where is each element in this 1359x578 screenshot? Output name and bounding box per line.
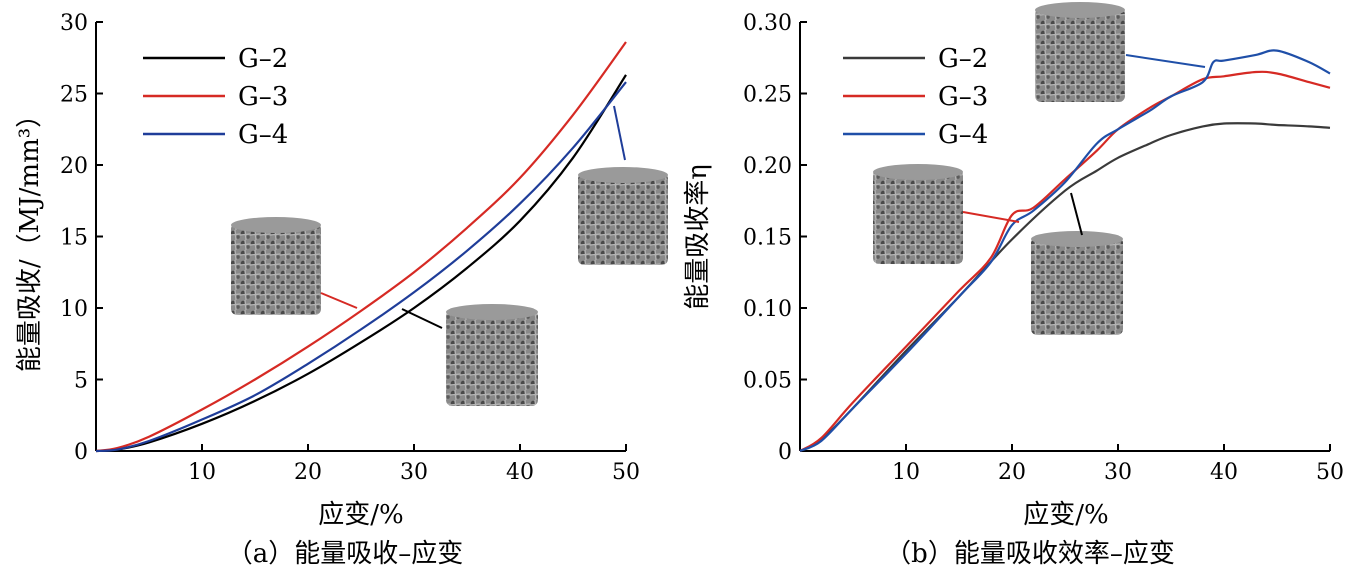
caption-a: （a）能量吸收–应变 <box>227 539 464 569</box>
y-tick-label: 0 <box>74 440 88 465</box>
specimen-image-g3-panel-b <box>873 164 963 264</box>
specimen-image-g4-panel-b <box>1035 2 1125 102</box>
caption-b: （b）能量吸收效率–应变 <box>885 539 1175 569</box>
y-tick-label: 15 <box>60 226 88 251</box>
series-line-G3 <box>799 70 1331 452</box>
series-group-b <box>799 49 1331 453</box>
legend-label: G–4 <box>238 120 288 150</box>
legend-label: G–3 <box>238 82 288 112</box>
x-tick-label: 50 <box>612 460 640 485</box>
legend-a: G–2 G–3 G–4 <box>143 44 288 150</box>
legend-label: G–4 <box>938 120 988 150</box>
x-tick-label: 30 <box>1104 460 1132 485</box>
y-tick-label: 5 <box>74 369 88 394</box>
axes-b: 10 20 30 40 50 0 0.05 0.10 0.15 0.20 0.25 0.30 <box>743 11 1344 485</box>
x-tick-label: 40 <box>1210 460 1238 485</box>
x-axis-label-b: 应变/% <box>1023 500 1108 530</box>
x-tick-label: 10 <box>188 460 216 485</box>
axes-a: 10 20 30 40 50 0 5 10 15 20 25 30 <box>60 11 640 485</box>
y-tick-label: 0.25 <box>743 83 792 108</box>
series-line-G4 <box>95 81 627 453</box>
y-tick-label: 25 <box>60 83 88 108</box>
series-group-a <box>95 41 627 453</box>
x-tick-label: 40 <box>506 460 534 485</box>
y-tick-label: 0 <box>778 440 792 465</box>
series-line-G2 <box>95 74 627 453</box>
y-tick-label: 0.20 <box>743 154 792 179</box>
callout-line-g4-b <box>1125 54 1206 68</box>
panel-a: 10 20 30 40 50 0 5 10 15 20 25 30 G–2 G–3 G–4 <box>60 11 668 485</box>
callout-line-g2-a <box>401 308 443 329</box>
x-tick-label: 10 <box>892 460 920 485</box>
y-axis-label-b: 能量吸收率η <box>683 164 713 310</box>
x-tick-label: 50 <box>1316 460 1344 485</box>
series-line-G2 <box>799 122 1331 452</box>
x-tick-label: 20 <box>998 460 1026 485</box>
legend-label: G–2 <box>238 44 288 74</box>
y-tick-label: 0.10 <box>743 297 792 322</box>
callout-line-g2-b <box>1070 192 1083 236</box>
y-tick-label: 10 <box>60 297 88 322</box>
specimen-image-g2-panel-a <box>446 304 538 406</box>
specimen-image-g2-panel-b <box>1031 231 1123 335</box>
y-tick-label: 20 <box>60 154 88 179</box>
legend-label: G–3 <box>938 82 988 112</box>
y-axis-label-a: 能量吸收/（MJ/mm³） <box>15 102 45 372</box>
specimen-image-g4-panel-a <box>578 167 668 265</box>
y-tick-label: 0.30 <box>743 11 792 36</box>
y-tick-label: 0.15 <box>743 226 792 251</box>
callout-line-g4-a <box>613 105 626 161</box>
x-tick-label: 30 <box>400 460 428 485</box>
callout-line-g3-a <box>320 292 358 309</box>
legend-b: G–2 G–3 G–4 <box>843 44 988 150</box>
specimen-image-g3-panel-a <box>231 217 321 315</box>
y-tick-label: 30 <box>60 11 88 36</box>
series-line-G3 <box>95 41 627 453</box>
series-line-G4 <box>799 49 1331 453</box>
x-axis-label-a: 应变/% <box>318 500 403 530</box>
callout-line-g3-b <box>962 211 1020 223</box>
y-tick-label: 0.05 <box>743 369 792 394</box>
x-tick-label: 20 <box>294 460 322 485</box>
legend-label: G–2 <box>938 44 988 74</box>
